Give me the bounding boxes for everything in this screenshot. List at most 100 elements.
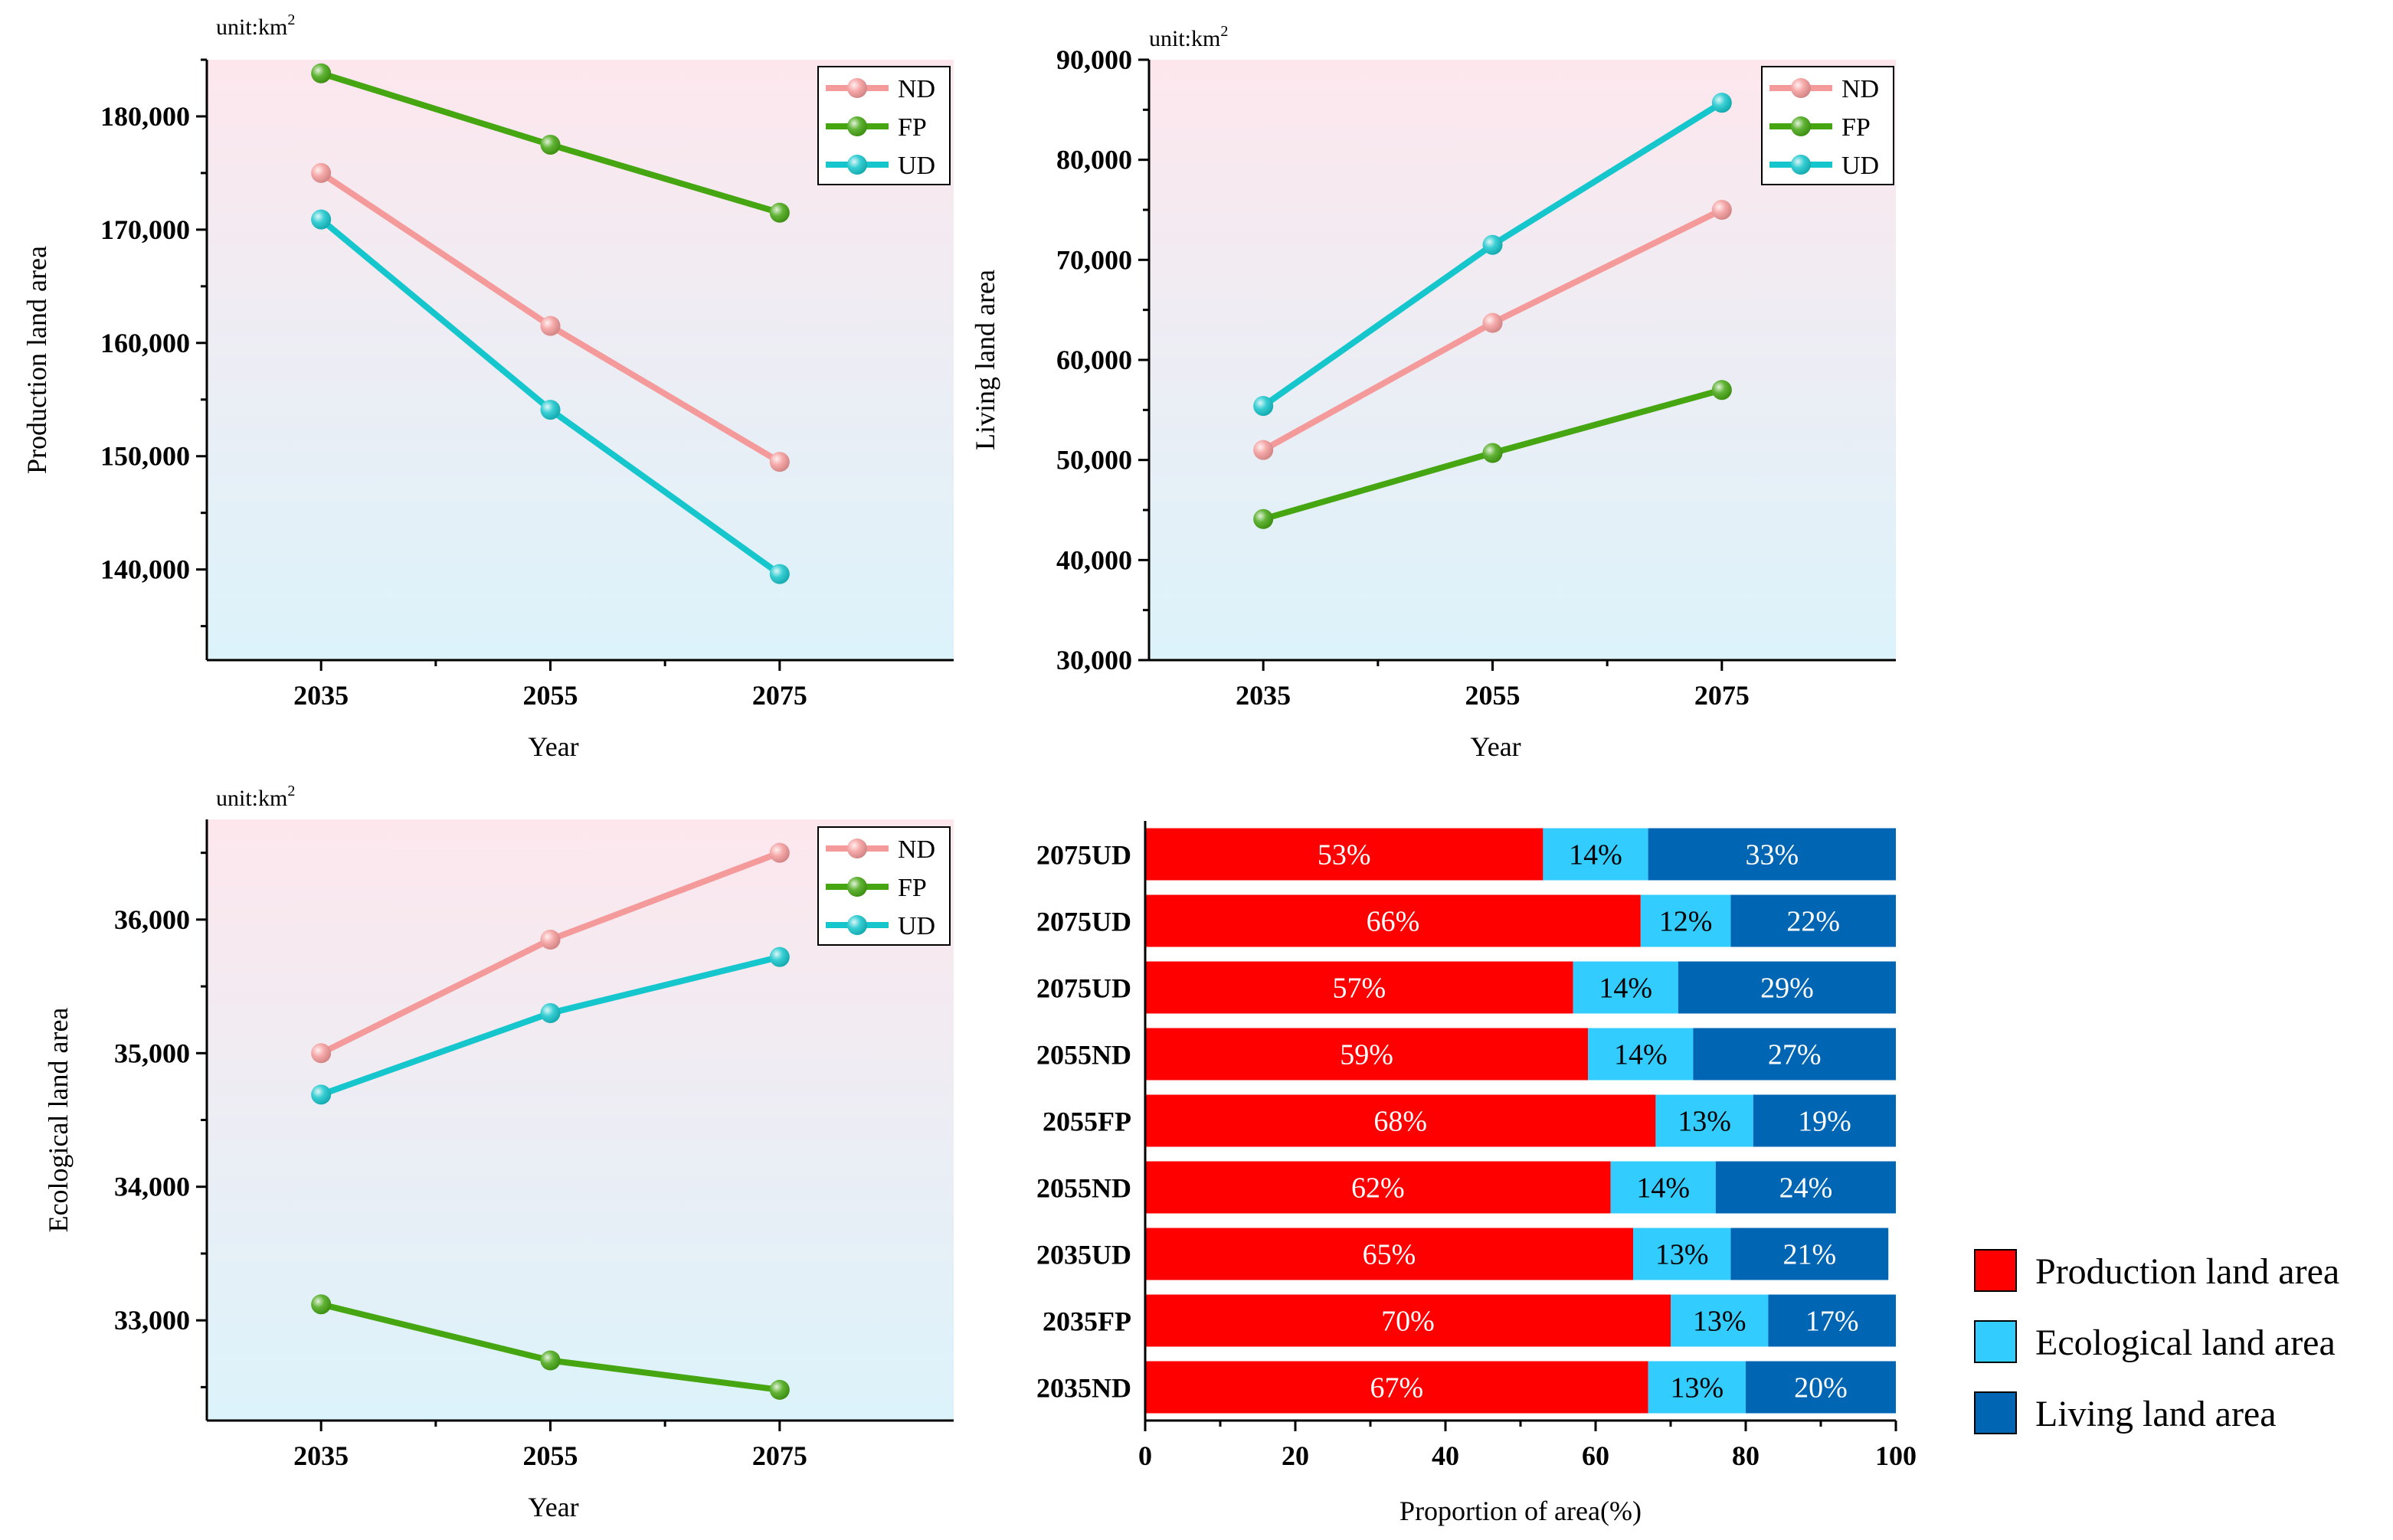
y-tick-label: 150,000 <box>100 441 190 472</box>
bar-value-label: 70% <box>1381 1306 1435 1338</box>
unit-label: unit:km2 <box>1149 23 1228 51</box>
bar-value-label: 22% <box>1786 906 1840 938</box>
bar-segment-ecological <box>1543 828 1648 881</box>
bar-value-label: 13% <box>1678 1106 1731 1138</box>
legend-swatch-shine <box>847 877 867 897</box>
bar-value-label: 13% <box>1655 1239 1709 1271</box>
legend-swatch-shine <box>847 915 867 935</box>
bar-segment-production <box>1145 1094 1656 1147</box>
bar-value-label: 14% <box>1636 1172 1690 1205</box>
y-tick-label: 35,000 <box>114 1038 190 1068</box>
bar-segment-living <box>1678 961 1896 1014</box>
x-tick-label: 60 <box>1582 1440 1609 1471</box>
data-point-shine <box>1482 443 1503 463</box>
bar-segment-ecological <box>1633 1228 1731 1280</box>
unit-text: unit:km <box>216 786 287 811</box>
bar-segment-ecological <box>1655 1094 1753 1147</box>
bar-segment-living <box>1715 1161 1896 1214</box>
unit-label: unit:km2 <box>216 783 295 811</box>
data-point-shine <box>311 1084 332 1105</box>
bar-segment-production <box>1145 961 1573 1014</box>
data-point-shine <box>540 930 561 950</box>
legend-label: ND <box>898 835 935 864</box>
category-label: 2075UD <box>1036 840 1131 871</box>
living-line-chart: 30,000 40,000 50,000 60,000 70,000 80,000 90,0… <box>970 23 1896 762</box>
bar-segment-living <box>1730 894 1896 947</box>
legend-label: Living land area <box>2035 1394 2277 1434</box>
y-tick-label: 80,000 <box>1056 145 1132 175</box>
legend-swatch-shine <box>1791 155 1811 175</box>
bar-segment-living <box>1648 828 1896 881</box>
bar-segment-living <box>1753 1094 1896 1147</box>
unit-text: unit:km <box>216 15 287 40</box>
y-tick-label: 170,000 <box>100 214 190 245</box>
bar-value-label: 13% <box>1670 1372 1724 1404</box>
legend-label: FP <box>1841 113 1871 142</box>
bar-segment-production <box>1145 828 1544 881</box>
data-point-shine <box>769 842 790 863</box>
bar-value-label: 67% <box>1370 1372 1423 1404</box>
x-tick-label: 2075 <box>752 1440 807 1471</box>
data-point-shine <box>769 947 790 967</box>
bar-segment-living <box>1746 1361 1896 1414</box>
y-tick-label: 34,000 <box>114 1172 190 1202</box>
data-point-shine <box>1711 200 1732 220</box>
x-tick-label: 2075 <box>1694 680 1750 711</box>
x-axis-title: Year <box>1470 731 1521 762</box>
unit-superscript: 2 <box>1220 23 1228 40</box>
production-line-chart: 140,000 150,000 160,000 170,000 180,000 2035 2… <box>21 11 954 762</box>
data-point-shine <box>311 1294 332 1315</box>
bar-value-label: 17% <box>1805 1306 1859 1338</box>
y-tick-label: 180,000 <box>100 101 190 132</box>
category-label: 2055ND <box>1036 1173 1131 1204</box>
category-label: 2075UD <box>1036 907 1131 937</box>
bar-segment-living <box>1693 1028 1896 1081</box>
x-axis-title: Proportion of area(%) <box>1399 1496 1642 1526</box>
legend-label: FP <box>898 113 927 142</box>
bar-value-label: 65% <box>1363 1239 1416 1271</box>
bar-value-label: 66% <box>1367 906 1420 938</box>
legend-label: UD <box>898 152 935 180</box>
legend-swatch-shine <box>847 155 867 175</box>
bar-value-label: 62% <box>1351 1172 1405 1205</box>
legend-swatch <box>1974 1249 2017 1292</box>
data-point-shine <box>1711 93 1732 113</box>
bar-value-label: 59% <box>1340 1039 1393 1071</box>
bar-value-label: 53% <box>1318 839 1371 871</box>
legend-label: FP <box>898 874 927 902</box>
proportion-bar-chart: 53% 14% 33% 2075UD 66% 12% 22% 2075UD 57% 14% 29% 2… <box>1036 821 2339 1526</box>
x-tick-label: 20 <box>1282 1440 1309 1471</box>
data-point-shine <box>311 63 332 83</box>
bar-segment-ecological <box>1588 1028 1694 1081</box>
unit-text: unit:km <box>1149 26 1220 51</box>
data-point-shine <box>540 316 561 336</box>
x-axis-title: Year <box>528 731 578 762</box>
legend-swatch-shine <box>847 116 867 136</box>
legend-label: Ecological land area <box>2035 1323 2336 1363</box>
bar-segment-ecological <box>1610 1161 1716 1214</box>
y-axis-title: Ecological land area <box>43 1008 74 1233</box>
legend-swatch-shine <box>1791 78 1811 98</box>
data-point-shine <box>540 1002 561 1023</box>
category-label: 2055FP <box>1043 1107 1131 1137</box>
category-label: 2035UD <box>1036 1240 1131 1270</box>
unit-label: unit:km2 <box>216 11 295 40</box>
unit-superscript: 2 <box>287 11 295 28</box>
x-tick-label: 2075 <box>752 680 807 711</box>
data-point-shine <box>1482 312 1503 333</box>
bar-value-label: 33% <box>1745 839 1799 871</box>
legend-label: Production land area <box>2035 1251 2339 1292</box>
bar-value-label: 12% <box>1659 906 1713 938</box>
legend-label: UD <box>1841 152 1879 180</box>
x-tick-label: 80 <box>1732 1440 1760 1471</box>
y-tick-label: 40,000 <box>1056 544 1132 575</box>
y-tick-label: 140,000 <box>100 554 190 585</box>
bar-value-label: 20% <box>1794 1372 1848 1404</box>
bar-segment-production <box>1145 1294 1671 1347</box>
y-axis-title: Living land area <box>970 270 1000 450</box>
x-tick-label: 0 <box>1138 1440 1152 1471</box>
y-axis-title: Production land area <box>21 246 52 474</box>
data-point-shine <box>540 1350 561 1371</box>
x-tick-label: 2035 <box>1236 680 1291 711</box>
data-point-shine <box>1253 396 1274 417</box>
